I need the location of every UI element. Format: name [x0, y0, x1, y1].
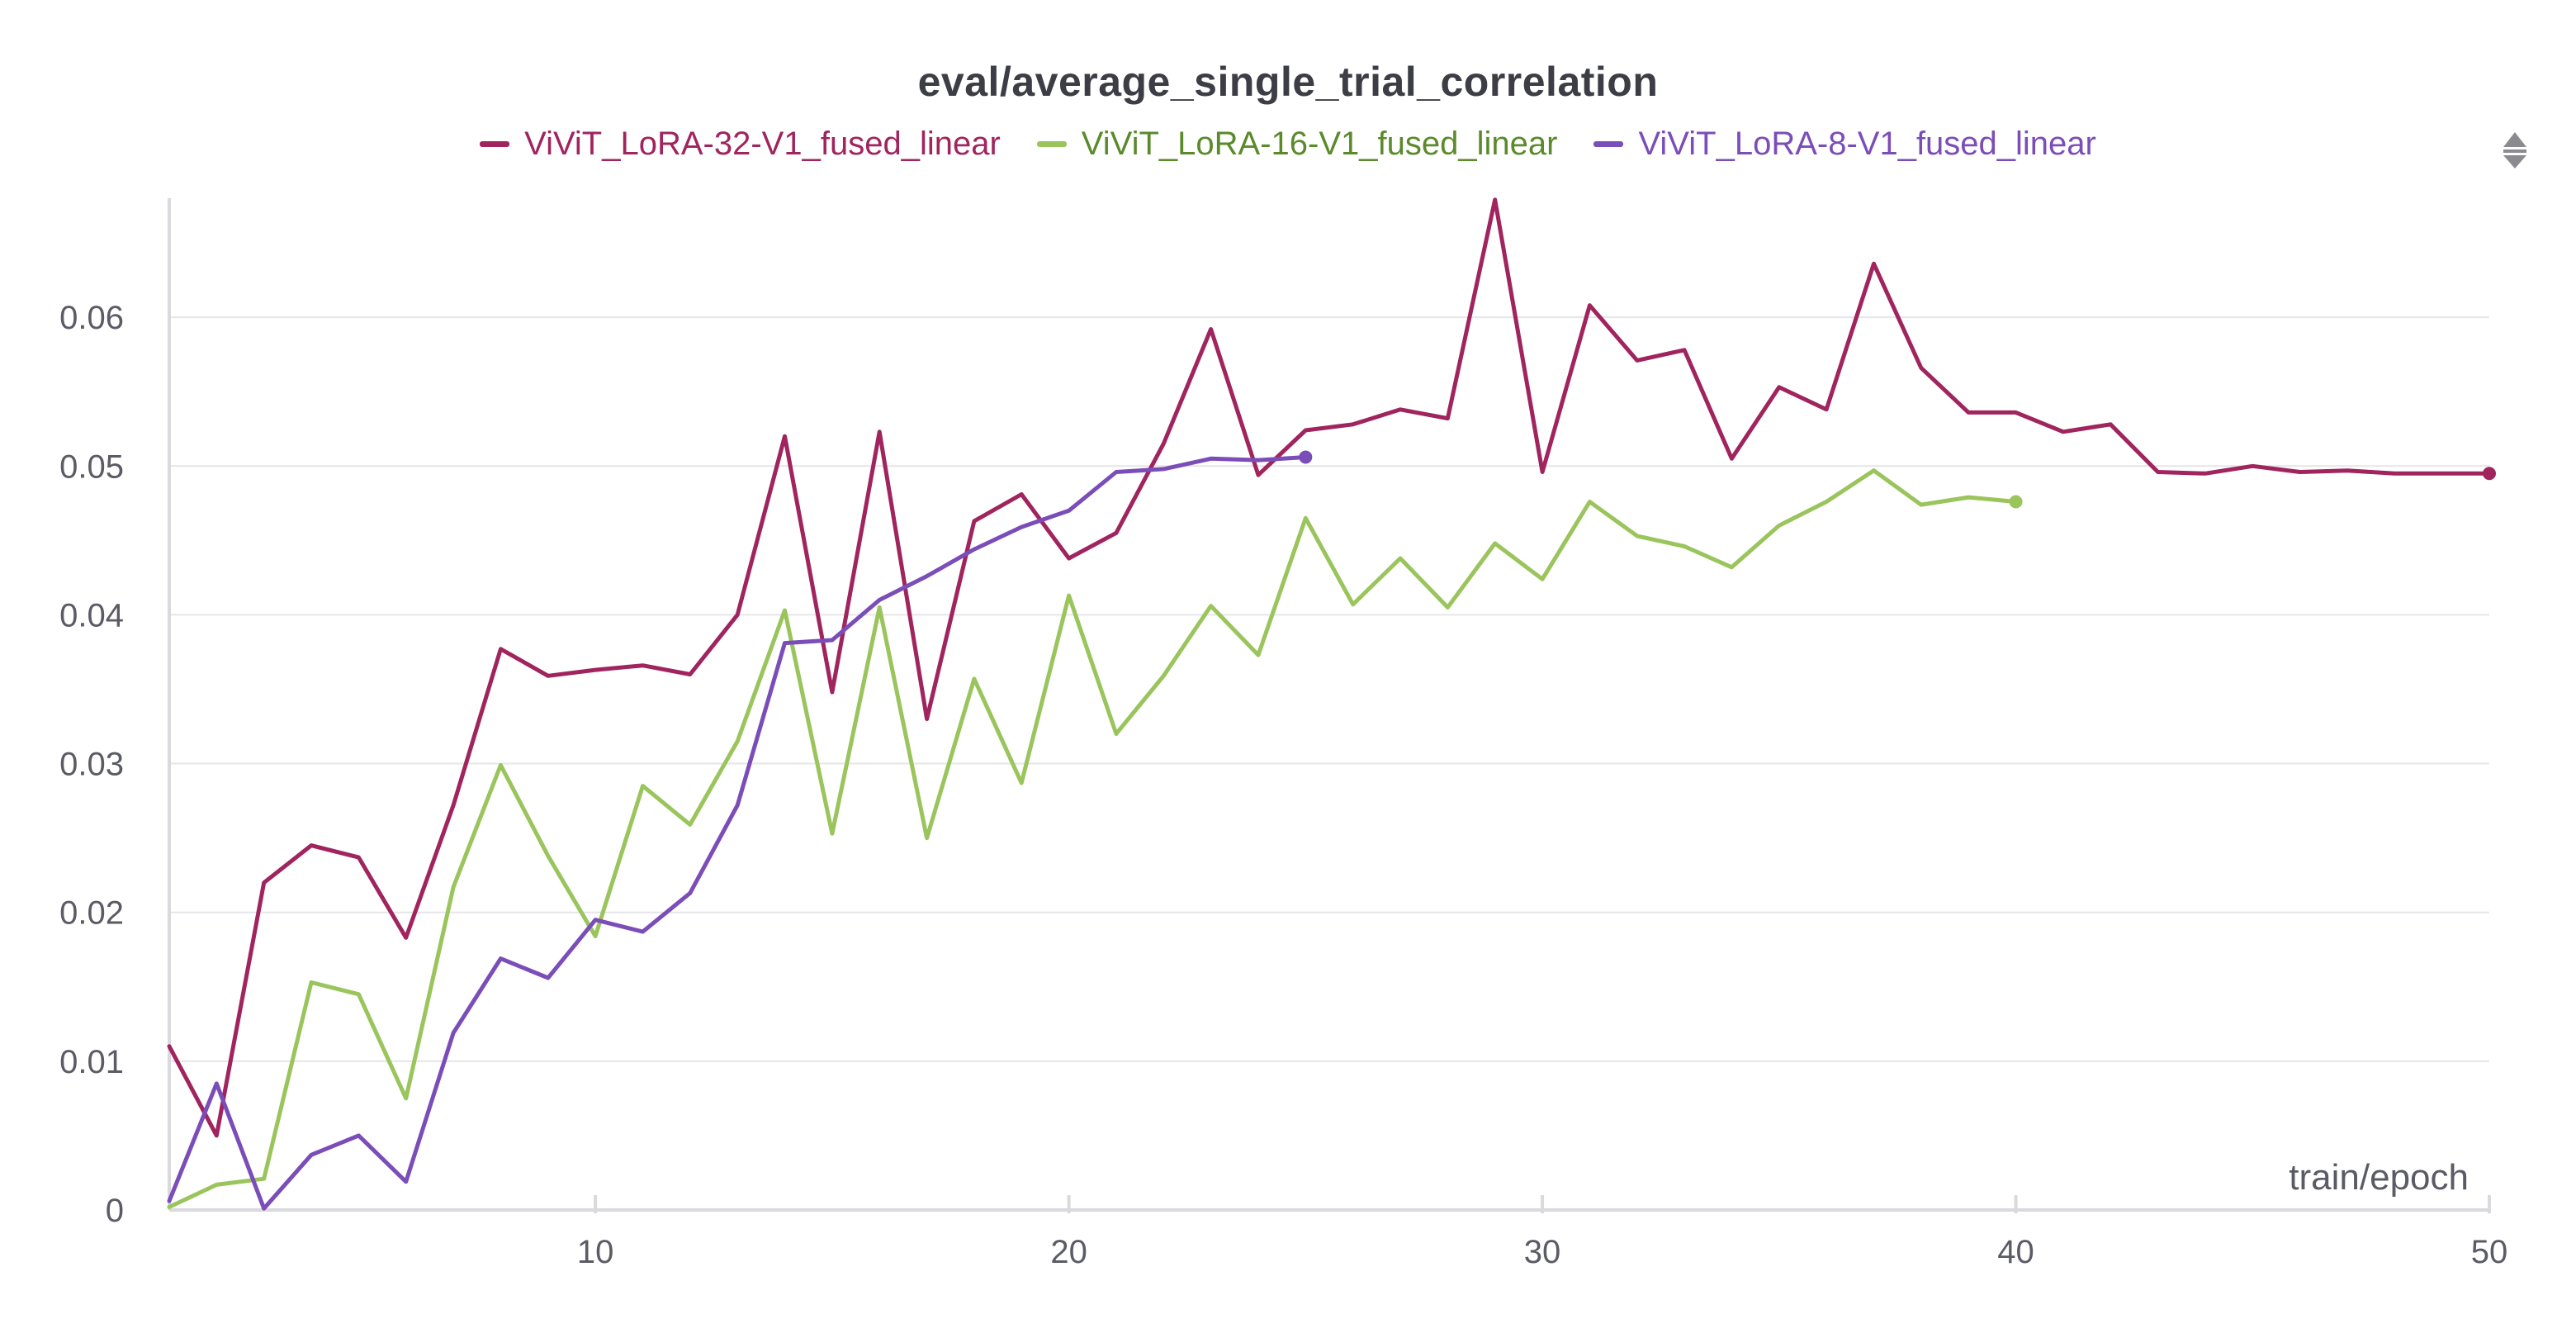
series-end-marker-0 [2483, 467, 2496, 481]
x-tick-label: 30 [1524, 1234, 1561, 1270]
series-lines [167, 197, 2496, 1211]
y-tick-label: 0.05 [59, 448, 124, 485]
legend-label-lora16: ViViT_LoRA-16-V1_fused_linear [1081, 126, 1558, 162]
x-tick-label: 20 [1050, 1234, 1087, 1270]
legend-item-lora16[interactable]: ViViT_LoRA-16-V1_fused_linear [1036, 126, 1558, 163]
legend-item-lora8[interactable]: ViViT_LoRA-8-V1_fused_linear [1593, 126, 2096, 163]
x-tick-label: 50 [2471, 1234, 2508, 1270]
x-tick-label: 40 [1997, 1234, 2034, 1270]
series-line-0 [167, 197, 2492, 1138]
y-tick-label: 0 [106, 1193, 124, 1229]
axes: 0 0.01 0.02 0.03 0.04 0.05 0.06 10 20 30 40 50 [59, 198, 2507, 1270]
series-line-1 [167, 468, 2018, 1209]
y-tick-label: 0.01 [59, 1044, 124, 1080]
series-end-marker-2 [1299, 450, 1313, 464]
legend-label-lora8: ViViT_LoRA-8-V1_fused_linear [1638, 126, 2096, 162]
series-line-2 [167, 455, 1308, 1211]
legend: ViViT_LoRA-32-V1_fused_linear ViViT_LoRA… [0, 126, 2576, 163]
chart-title: eval/average_single_trial_correlation [917, 59, 1659, 105]
y-tick-label: 0.02 [59, 895, 124, 932]
x-tick-label: 10 [577, 1234, 614, 1270]
legend-label-lora32: ViViT_LoRA-32-V1_fused_linear [524, 126, 1001, 162]
legend-swatch-lora32 [480, 141, 510, 147]
gridlines [169, 316, 2489, 1062]
y-tick-label: 0.03 [59, 747, 124, 783]
legend-swatch-lora16 [1036, 141, 1067, 147]
series-end-marker-1 [2009, 495, 2023, 509]
y-tick-label: 0.04 [59, 597, 124, 633]
y-tick-label: 0.06 [59, 300, 124, 336]
chart-menu-icon[interactable] [2500, 129, 2530, 170]
x-axis-label: train/epoch [2289, 1157, 2469, 1198]
legend-swatch-lora8 [1593, 141, 1624, 147]
legend-item-lora32[interactable]: ViViT_LoRA-32-V1_fused_linear [480, 126, 1001, 163]
